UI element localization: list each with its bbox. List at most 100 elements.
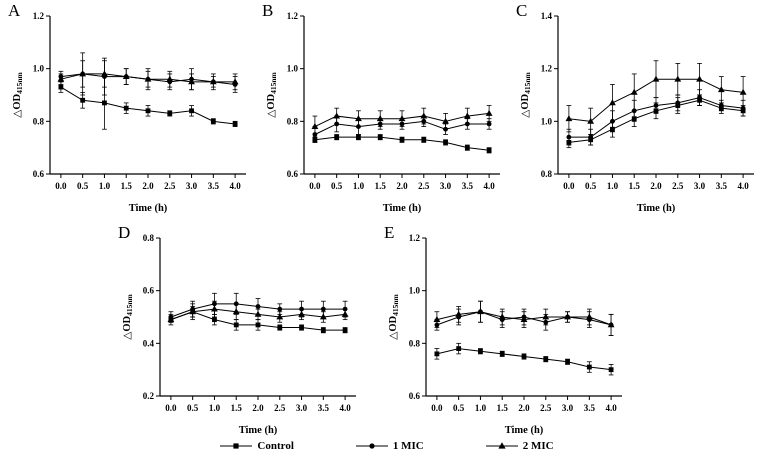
svg-text:4.0: 4.0 <box>229 181 241 191</box>
svg-text:0.6: 0.6 <box>287 169 299 179</box>
svg-text:2.0: 2.0 <box>142 181 154 191</box>
panel-a-plot: 0.6 0.8 1.0 1.2 0.0 0.5 1.0 1.5 2.0 2.5 3.0 3.5 4.0 T… <box>12 11 246 214</box>
svg-text:△OD415nm: △OD415nm <box>122 294 134 340</box>
svg-text:1.4: 1.4 <box>541 11 553 21</box>
svg-text:1.5: 1.5 <box>121 181 133 191</box>
panel-a-label: A <box>8 1 21 20</box>
panel-e-chart: E 0.6 0.8 1.0 1.2 0.0 0.5 1.0 1.5 2.0 2.5 3.0 3.5 4.… <box>382 224 630 438</box>
svg-text:2.5: 2.5 <box>540 403 552 413</box>
svg-text:0.0: 0.0 <box>563 181 575 191</box>
panel-c-plot: 0.8 1.0 1.2 1.4 0.0 0.5 1.0 1.5 2.0 2.5 3.0 3.5 4.0 T… <box>520 11 754 214</box>
svg-text:1.5: 1.5 <box>375 181 387 191</box>
svg-text:3.5: 3.5 <box>208 181 220 191</box>
panel-b-plot: 0.6 0.8 1.0 1.2 0.0 0.5 1.0 1.5 2.0 2.5 3.0 3.5 4.0 T… <box>266 11 500 214</box>
svg-text:3.0: 3.0 <box>186 181 198 191</box>
svg-text:0.5: 0.5 <box>453 403 465 413</box>
svg-text:Time (h): Time (h) <box>383 203 422 214</box>
svg-text:2.0: 2.0 <box>650 181 662 191</box>
legend: Control 1 MIC 2 MIC <box>0 440 772 452</box>
svg-text:0.8: 0.8 <box>409 338 421 348</box>
svg-text:3.0: 3.0 <box>562 403 574 413</box>
svg-text:2.0: 2.0 <box>252 403 264 413</box>
svg-text:1.0: 1.0 <box>475 403 487 413</box>
svg-text:△OD415nm: △OD415nm <box>266 72 278 118</box>
svg-text:2.5: 2.5 <box>164 181 176 191</box>
svg-text:0.4: 0.4 <box>143 338 155 348</box>
svg-text:4.0: 4.0 <box>737 181 749 191</box>
svg-text:Time (h): Time (h) <box>129 203 168 214</box>
svg-text:2.5: 2.5 <box>418 181 430 191</box>
svg-text:3.5: 3.5 <box>716 181 728 191</box>
svg-text:0.8: 0.8 <box>143 233 155 243</box>
svg-text:0.5: 0.5 <box>585 181 597 191</box>
panel-d-chart: D 0.2 0.4 0.6 0.8 0.0 0.5 1.0 1.5 2.0 2.5 3.0 3.5 4.… <box>116 224 364 438</box>
svg-text:△OD415nm: △OD415nm <box>12 72 24 118</box>
panel-c-chart: C 0.8 1.0 1.2 1.4 0.0 0.5 1.0 1.5 2.0 2.5 3.0 3.5 4.… <box>514 2 762 216</box>
svg-text:1.2: 1.2 <box>541 64 553 74</box>
svg-text:0.0: 0.0 <box>165 403 177 413</box>
legend-label: 1 MIC <box>392 440 424 452</box>
svg-text:0.6: 0.6 <box>409 391 421 401</box>
panel-c-label: C <box>516 1 528 20</box>
panel-b-chart: B 0.6 0.8 1.0 1.2 0.0 0.5 1.0 1.5 2.0 2.5 3.0 3.5 4.… <box>260 2 508 216</box>
svg-text:1.5: 1.5 <box>231 403 243 413</box>
svg-text:0.8: 0.8 <box>287 116 299 126</box>
svg-text:0.5: 0.5 <box>331 181 343 191</box>
panel-e-plot: 0.6 0.8 1.0 1.2 0.0 0.5 1.0 1.5 2.0 2.5 3.0 3.5 4.0 T… <box>388 233 622 436</box>
svg-text:0.6: 0.6 <box>143 286 155 296</box>
svg-text:0.2: 0.2 <box>143 391 155 401</box>
panel-b-label: B <box>262 1 274 20</box>
svg-text:4.0: 4.0 <box>339 403 351 413</box>
svg-text:1.0: 1.0 <box>33 64 45 74</box>
svg-text:△OD415nm: △OD415nm <box>520 72 532 118</box>
panel-a-chart: A 0.6 0.8 1.0 1.2 0.0 0.5 1.0 1.5 2.0 2.5 3.0 3.5 4.… <box>6 2 254 216</box>
circle-marker-icon <box>355 443 388 449</box>
triangle-marker-icon <box>485 442 518 449</box>
svg-text:2.5: 2.5 <box>274 403 286 413</box>
legend-label: 2 MIC <box>522 440 554 452</box>
svg-text:4.0: 4.0 <box>483 181 495 191</box>
svg-text:2.0: 2.0 <box>396 181 408 191</box>
svg-text:1.2: 1.2 <box>287 11 299 21</box>
svg-text:Time (h): Time (h) <box>239 425 278 436</box>
svg-text:3.5: 3.5 <box>584 403 596 413</box>
legend-item-triangle: 2 MIC <box>484 440 554 452</box>
square-marker-icon <box>220 443 253 449</box>
svg-text:1.0: 1.0 <box>287 64 299 74</box>
panel-d-plot: 0.2 0.4 0.6 0.8 0.0 0.5 1.0 1.5 2.0 2.5 3.0 3.5 4.0 T… <box>122 233 356 436</box>
svg-text:4.0: 4.0 <box>605 403 617 413</box>
svg-text:1.0: 1.0 <box>607 181 619 191</box>
legend-label: Control <box>257 440 294 452</box>
svg-text:2.5: 2.5 <box>672 181 684 191</box>
svg-text:3.5: 3.5 <box>462 181 474 191</box>
svg-text:3.0: 3.0 <box>440 181 452 191</box>
svg-text:3.5: 3.5 <box>318 403 330 413</box>
panel-d-label: D <box>118 223 131 242</box>
svg-text:1.0: 1.0 <box>353 181 365 191</box>
svg-text:0.8: 0.8 <box>541 169 553 179</box>
svg-text:0.0: 0.0 <box>431 403 443 413</box>
legend-item-circle: 1 MIC <box>354 440 424 452</box>
svg-text:2.0: 2.0 <box>518 403 530 413</box>
svg-text:0.0: 0.0 <box>309 181 321 191</box>
svg-text:3.0: 3.0 <box>694 181 706 191</box>
svg-text:Time (h): Time (h) <box>505 425 544 436</box>
svg-text:1.0: 1.0 <box>99 181 111 191</box>
svg-text:0.5: 0.5 <box>187 403 199 413</box>
svg-text:0.6: 0.6 <box>33 169 45 179</box>
svg-text:1.0: 1.0 <box>541 116 553 126</box>
svg-text:1.2: 1.2 <box>409 233 421 243</box>
legend-item-square: Control <box>218 440 294 452</box>
svg-text:1.0: 1.0 <box>409 286 421 296</box>
svg-text:Time (h): Time (h) <box>637 203 676 214</box>
svg-text:1.2: 1.2 <box>33 11 45 21</box>
svg-text:0.0: 0.0 <box>55 181 67 191</box>
svg-text:1.5: 1.5 <box>497 403 509 413</box>
svg-text:1.0: 1.0 <box>209 403 221 413</box>
svg-text:1.5: 1.5 <box>629 181 641 191</box>
svg-text:0.8: 0.8 <box>33 116 45 126</box>
svg-text:△OD415nm: △OD415nm <box>388 294 400 340</box>
panel-e-label: E <box>384 223 395 242</box>
svg-text:0.5: 0.5 <box>77 181 89 191</box>
